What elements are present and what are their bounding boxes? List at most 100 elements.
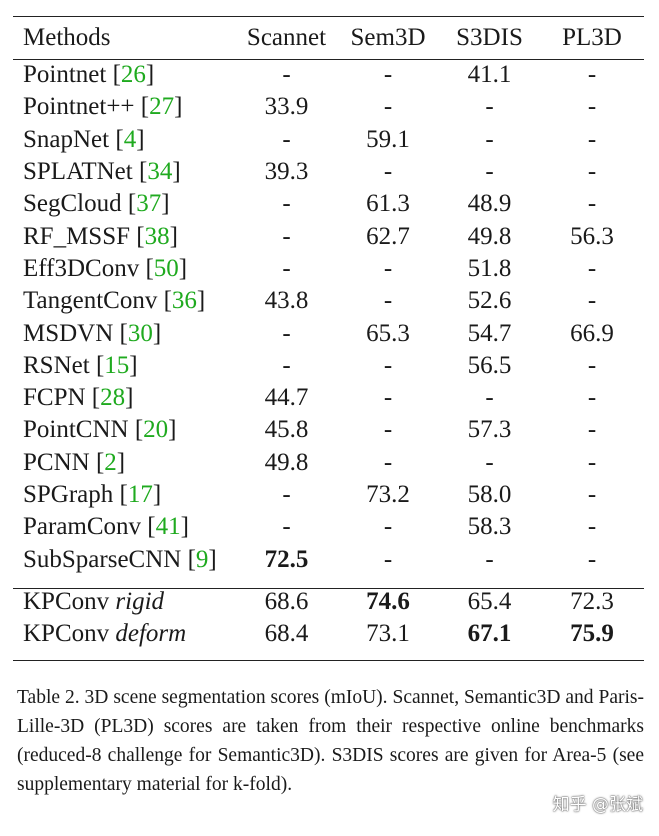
table-row: FCPN [28] 44.7 - - -: [13, 382, 644, 414]
score-cell: 57.3: [467, 416, 512, 444]
score-cell: 56.5: [467, 351, 512, 379]
score-cell: 68.6: [264, 587, 309, 615]
citation-link[interactable]: 26: [120, 61, 146, 89]
section-rule: [13, 588, 644, 589]
score-cell: -: [383, 416, 393, 444]
citation-link[interactable]: 38: [144, 222, 170, 250]
kpconv-rows: KPConv rigid 68.6 74.6 65.4 72.3 KPConv defor…: [13, 576, 644, 651]
score-cell: 74.6: [366, 587, 410, 615]
score-cell: 49.8: [467, 222, 512, 250]
bottom-rule: [13, 660, 644, 662]
score-cell: -: [587, 287, 597, 315]
score-cell: -: [587, 61, 597, 89]
citation-link[interactable]: 30: [127, 319, 153, 347]
method-name: KPConv: [23, 620, 110, 648]
score-cell: 73.1: [366, 620, 410, 648]
score-cell: -: [485, 448, 494, 476]
method-name: KPConv: [23, 587, 110, 615]
score-cell: 43.8: [264, 287, 309, 315]
score-cell: 33.9: [264, 93, 309, 121]
score-cell: 52.6: [467, 287, 512, 315]
score-cell: -: [282, 351, 291, 379]
table-row: SPGraph [17] - 73.2 58.0 -: [13, 479, 644, 511]
method-cell: SegCloud [37]: [23, 190, 170, 218]
score-cell: -: [383, 93, 393, 121]
score-cell: 54.7: [467, 319, 512, 347]
score-cell: -: [587, 351, 597, 379]
score-cell: 58.3: [467, 513, 512, 541]
score-cell: -: [383, 158, 393, 186]
score-cell: 62.7: [366, 222, 410, 250]
score-cell: 51.8: [467, 254, 512, 282]
score-cell: -: [587, 448, 597, 476]
score-cell: -: [485, 93, 494, 121]
score-cell: -: [485, 384, 494, 412]
method-variant: rigid: [115, 587, 165, 615]
citation-link[interactable]: 37: [136, 190, 162, 218]
citation-link[interactable]: 9: [195, 545, 209, 573]
score-cell: 75.9: [570, 620, 614, 648]
citation-link[interactable]: 15: [104, 351, 130, 379]
score-cell: -: [383, 287, 393, 315]
method-cell: Eff3DConv [50]: [23, 254, 188, 282]
score-cell: 67.1: [467, 620, 512, 648]
method-variant: deform: [115, 620, 187, 648]
citation-link[interactable]: 20: [143, 416, 169, 444]
score-cell: -: [587, 416, 597, 444]
citation-link[interactable]: 2: [104, 448, 117, 476]
method-cell: SPGraph [17]: [23, 481, 162, 508]
table-row: TangentConv [36] 43.8 - 52.6 -: [13, 285, 644, 317]
score-cell: -: [485, 158, 494, 186]
method-name: TangentConv: [23, 287, 158, 315]
score-cell: -: [383, 61, 393, 89]
method-name: SnapNet: [23, 125, 110, 153]
method-name: PCNN: [23, 448, 90, 476]
citation-link[interactable]: 50: [153, 254, 179, 282]
score-cell: -: [587, 93, 597, 121]
citation-link[interactable]: 17: [127, 481, 153, 508]
score-cell: -: [282, 61, 291, 89]
top-rule: [13, 16, 644, 18]
results-table: Methods Scannet Sem3D S3DIS PL3D Pointne…: [13, 17, 644, 650]
score-cell: 61.3: [366, 190, 410, 218]
score-cell: -: [383, 448, 393, 476]
kpconv-row: KPConv rigid 68.6 74.6 65.4 72.3: [13, 586, 644, 618]
method-cell: ParamConv [41]: [23, 513, 189, 541]
score-cell: -: [485, 125, 494, 153]
table-caption: Table 2. 3D scene segmentation scores (m…: [17, 687, 644, 795]
table-row: SPLATNet [34] 39.3 - - -: [13, 156, 644, 188]
score-cell: -: [383, 254, 393, 282]
score-cell: -: [485, 545, 494, 573]
col-header-scannet: Scannet: [246, 24, 327, 51]
score-cell: 58.0: [467, 481, 512, 508]
citation-link[interactable]: 27: [149, 93, 175, 121]
score-cell: 72.5: [264, 545, 309, 573]
method-name: SPLATNet: [23, 158, 133, 186]
baseline-rows: Pointnet [26] - - 41.1 - Pointnet++ [27] 33.9 -…: [13, 59, 644, 576]
method-name: MSDVN: [23, 319, 114, 347]
score-cell: -: [282, 481, 291, 508]
citation-link[interactable]: 4: [123, 125, 137, 153]
method-cell: MSDVN [30]: [23, 319, 162, 347]
table-row: SubSparseCNN [9] 72.5 - - -: [13, 543, 644, 575]
citation-link[interactable]: 34: [147, 158, 173, 186]
score-cell: 48.9: [467, 190, 512, 218]
score-cell: -: [383, 513, 393, 541]
score-cell: 72.3: [570, 587, 614, 615]
citation-link[interactable]: 28: [100, 384, 126, 412]
score-cell: -: [587, 190, 597, 218]
col-header-methods: Methods: [23, 24, 111, 51]
table-row: Eff3DConv [50] - - 51.8 -: [13, 253, 644, 285]
method-cell: SubSparseCNN [9]: [23, 545, 217, 573]
score-cell: -: [587, 158, 597, 186]
score-cell: 66.9: [570, 319, 614, 347]
citation-link[interactable]: 36: [171, 287, 197, 315]
score-cell: -: [282, 125, 291, 153]
citation-link[interactable]: 41: [155, 513, 181, 541]
method-cell: Pointnet++ [27]: [23, 93, 183, 121]
table-row: MSDVN [30] - 65.3 54.7 66.9: [13, 317, 644, 349]
method-cell: TangentConv [36]: [23, 287, 206, 315]
score-cell: 49.8: [264, 448, 309, 476]
method-cell: KPConv rigid: [13, 586, 236, 618]
score-cell: -: [282, 222, 291, 250]
